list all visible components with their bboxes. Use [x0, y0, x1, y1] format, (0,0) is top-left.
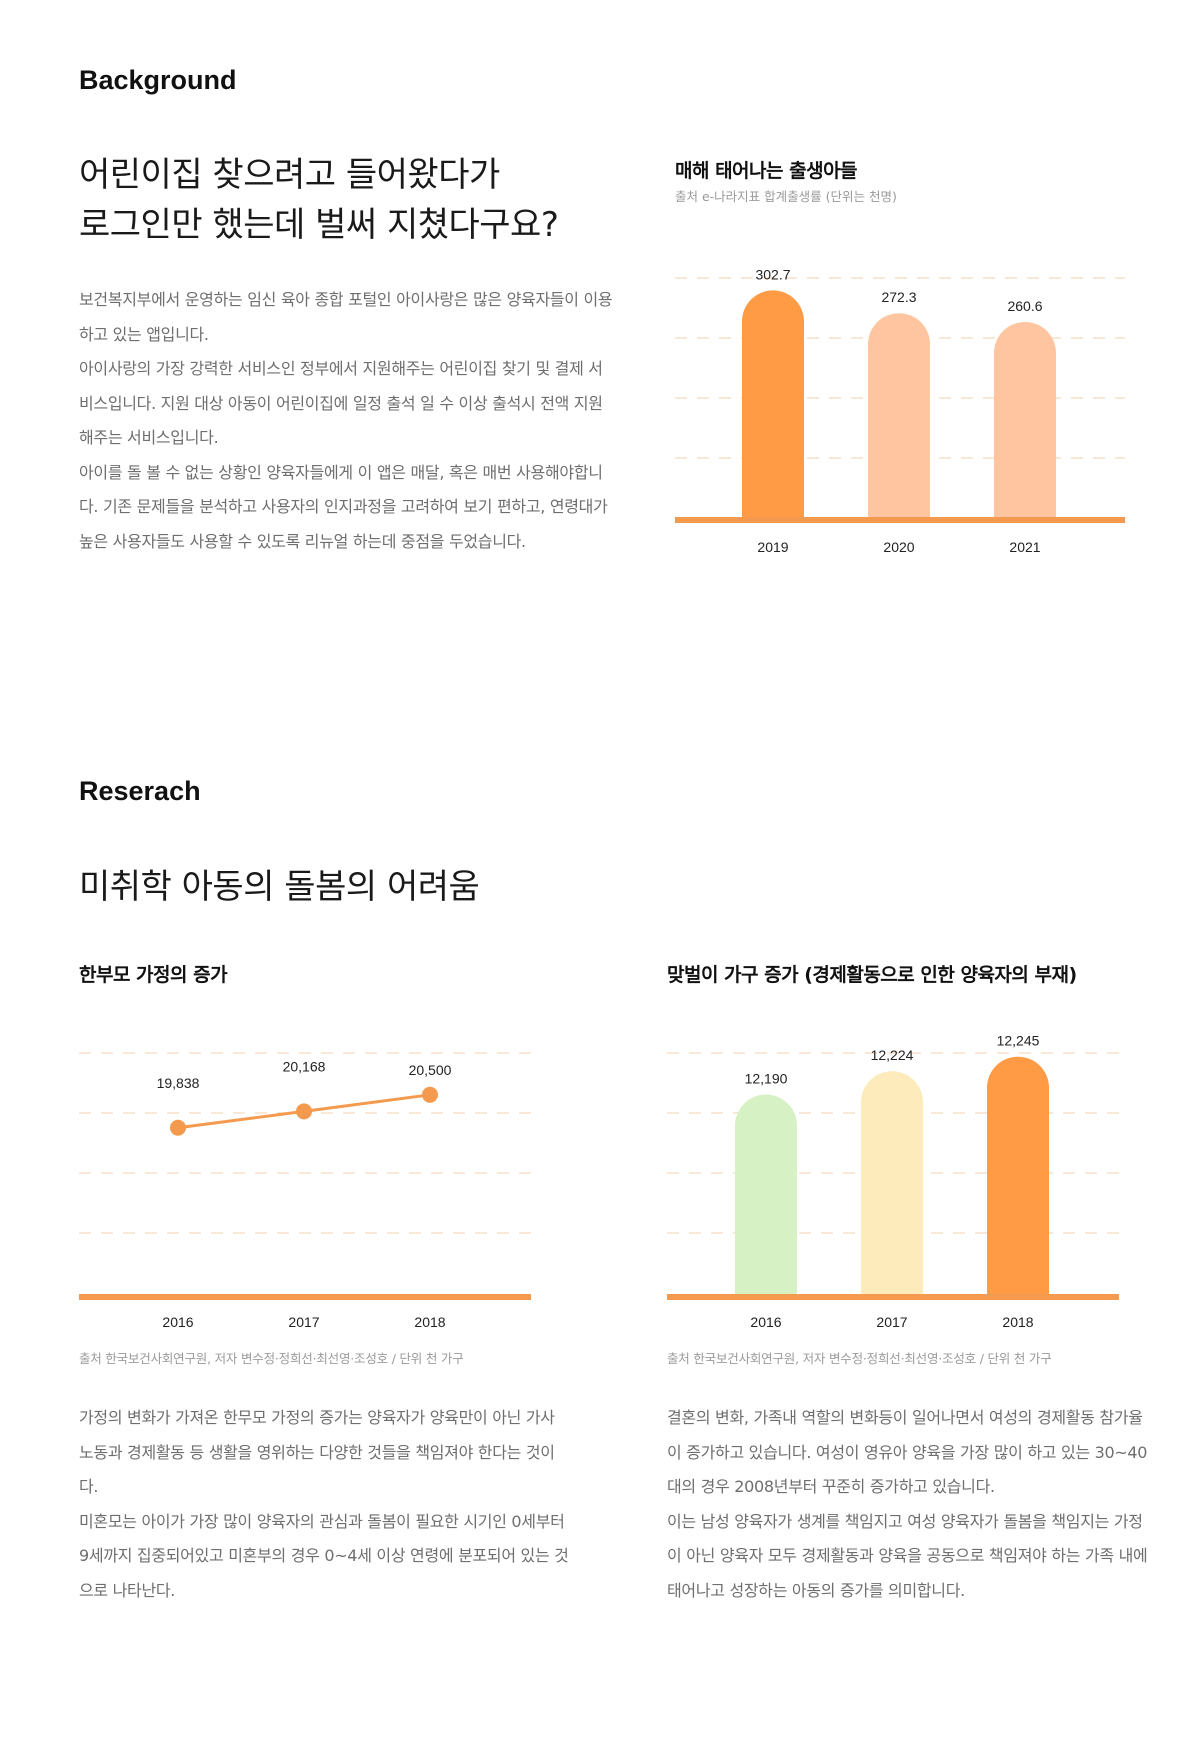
section-label-background: Background [79, 65, 237, 95]
birth-chart-category-label: 2019 [757, 539, 788, 555]
birth-chart-title: 매해 태어나는 출생아들 [675, 160, 858, 182]
single-parent-chart-title: 한부모 가정의 증가 [79, 964, 228, 986]
dual-income-chart-category-label: 2016 [750, 1314, 781, 1330]
dual-income-paragraph-1: 결혼의 변화, 가족내 역할의 변화등이 일어나면서 여성의 경제활동 참가율이… [667, 1408, 1148, 1496]
birth-chart-value-label: 272.3 [881, 289, 916, 305]
dual-income-chart-baseline [667, 1294, 1119, 1300]
dual-income-chart-source: 출처 한국보건사회연구원, 저자 변수정·정희선·최선영·조성호 / 단위 천 … [667, 1351, 1052, 1366]
birth-chart-category-label: 2020 [883, 539, 914, 555]
background-paragraph-2: 아이사랑의 가장 강력한 서비스인 정부에서 지원해주는 어린이집 찾기 및 결… [79, 359, 603, 447]
headline-line-1: 어린이집 찾으려고 들어왔다가 [79, 155, 500, 195]
birth-chart-bar-2020 [868, 313, 930, 517]
dual-income-chart-bar-2017 [861, 1071, 923, 1294]
single-parent-chart-point-2017 [296, 1103, 312, 1120]
research-headline: 미취학 아동의 돌봄의 어려움 [79, 867, 480, 907]
dual-income-chart-value-label: 12,224 [871, 1047, 914, 1063]
birth-chart-category-label: 2021 [1009, 539, 1040, 555]
birth-chart-value-label: 260.6 [1007, 298, 1042, 314]
background-body: 보건복지부에서 운영하는 임신 육아 종합 포털인 아이사랑은 많은 양육자들이… [79, 283, 615, 559]
dual-income-chart-title: 맞벌이 가구 증가 (경제활동으로 인한 양육자의 부재) [667, 964, 1077, 986]
single-parent-chart-point-2018 [422, 1086, 438, 1103]
dual-income-chart-category-label: 2018 [1002, 1314, 1033, 1330]
dual-income-chart-value-label: 12,245 [997, 1033, 1040, 1049]
birth-bar-chart: 302.7 2019 272.3 2020 260.6 2021 [675, 266, 1125, 555]
birth-chart-baseline [675, 517, 1125, 523]
single-parent-chart-baseline [79, 1294, 531, 1300]
single-parent-body: 가정의 변화가 가져온 한무모 가정의 증가는 양육자가 양육만이 아닌 가사노… [79, 1401, 569, 1608]
dual-income-paragraph-2: 이는 남성 양육자가 생계를 책임지고 여성 양육자가 돌봄을 책임지는 가정이… [667, 1511, 1148, 1600]
birth-chart-subtitle: 출처 e-나라지표 합계출생률 (단위는 천명) [675, 189, 897, 204]
birth-chart-bar-2021 [994, 321, 1056, 517]
section-label-research: Reserach [79, 776, 201, 806]
single-parent-chart-category-label: 2017 [288, 1314, 319, 1330]
single-parent-paragraph-2: 미혼모는 아이가 가장 많이 양육자의 관심과 돌봄이 필요한 시기인 0세부터… [79, 1511, 569, 1600]
single-parent-chart-value-label: 19,838 [157, 1075, 200, 1091]
single-parent-line-chart: 19,838 2016 20,168 2017 20,500 2018 [79, 1052, 531, 1330]
background-paragraph-1: 보건복지부에서 운영하는 임신 육아 종합 포털인 아이사랑은 많은 양육자들이… [79, 290, 613, 344]
single-parent-chart-value-label: 20,500 [409, 1062, 452, 1078]
single-parent-chart-value-label: 20,168 [283, 1058, 326, 1074]
single-parent-chart-source: 출처 한국보건사회연구원, 저자 변수정·정희선·최선영·조성호 / 단위 천 … [79, 1351, 464, 1366]
dual-income-chart-bar-2018 [987, 1056, 1049, 1294]
birth-chart-bar-2019 [742, 290, 804, 517]
single-parent-paragraph-1: 가정의 변화가 가져온 한무모 가정의 증가는 양육자가 양육만이 아닌 가사노… [79, 1408, 555, 1496]
headline-line-2: 로그인만 했는데 벌써 지쳤다구요? [79, 205, 559, 245]
background-headline: 어린이집 찾으려고 들어왔다가 로그인만 했는데 벌써 지쳤다구요? [79, 150, 559, 250]
single-parent-chart-category-label: 2016 [162, 1314, 193, 1330]
dual-income-bar-chart: 12,190 2016 12,224 2017 12,245 2018 [667, 1033, 1119, 1330]
single-parent-chart-category-label: 2018 [414, 1314, 445, 1330]
dual-income-chart-category-label: 2017 [876, 1314, 907, 1330]
dual-income-chart-value-label: 12,190 [745, 1071, 788, 1087]
dual-income-body: 결혼의 변화, 가족내 역할의 변화등이 일어나면서 여성의 경제활동 참가율이… [667, 1401, 1157, 1608]
dual-income-chart-bar-2016 [735, 1094, 797, 1294]
single-parent-chart-point-2016 [170, 1119, 186, 1136]
birth-chart-value-label: 302.7 [755, 266, 790, 282]
background-paragraph-3: 아이를 돌 볼 수 없는 상황인 양육자들에게 이 앱은 매달, 혹은 매번 사… [79, 462, 608, 551]
